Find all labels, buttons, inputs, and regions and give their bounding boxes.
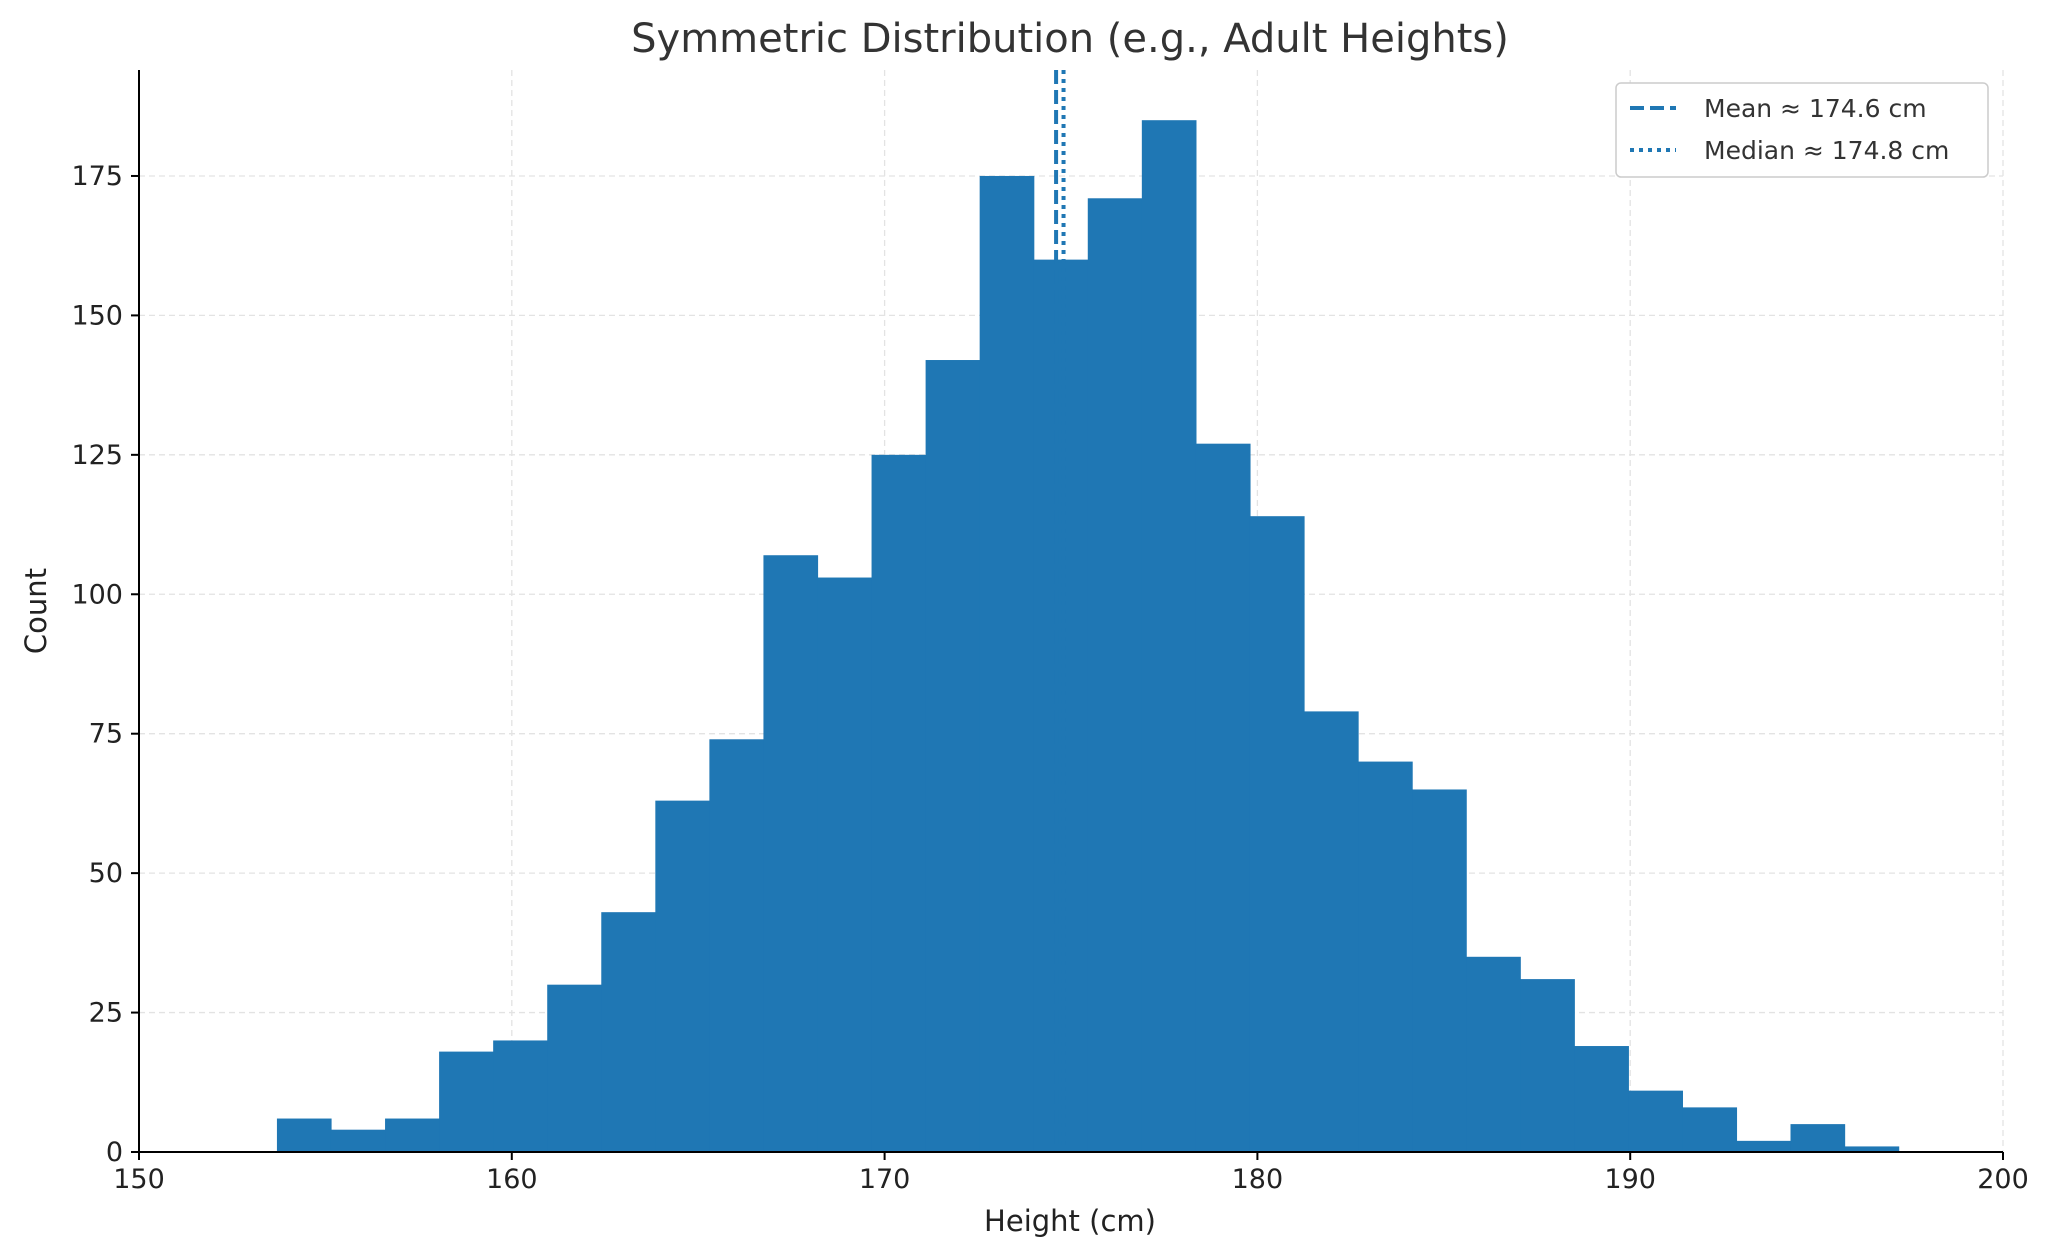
histogram-bar	[709, 739, 765, 1152]
histogram-bar	[601, 912, 656, 1152]
histogram-bar	[1141, 120, 1197, 1152]
histogram-bar	[1682, 1107, 1738, 1152]
histogram-bar	[1736, 1140, 1792, 1152]
histogram-bar	[547, 984, 602, 1152]
histogram-bar	[439, 1051, 494, 1152]
histogram-bar	[763, 555, 819, 1152]
legend-median-label: Median ≈ 174.8 cm	[1704, 136, 1949, 165]
histogram-bar	[1574, 1046, 1629, 1152]
y-tick-label: 25	[89, 998, 123, 1029]
histogram-bar	[817, 577, 873, 1152]
histogram-bar	[330, 1129, 386, 1152]
x-tick-label: 170	[859, 1164, 911, 1195]
histogram-bar	[1033, 259, 1089, 1152]
histogram-bar	[276, 1118, 332, 1152]
histogram-bar	[1358, 761, 1413, 1152]
x-axis-label: Height (cm)	[984, 1204, 1156, 1238]
y-axis-label: Count	[19, 568, 53, 654]
histogram-bar	[385, 1118, 440, 1152]
x-tick-label: 160	[486, 1164, 538, 1195]
histogram-bar	[1412, 789, 1467, 1152]
legend-box	[1615, 82, 1989, 178]
histogram-bar	[1466, 956, 1521, 1152]
y-tick-label: 50	[89, 858, 123, 889]
histogram-bar	[1195, 443, 1251, 1152]
legend-mean-label: Mean ≈ 174.6 cm	[1704, 94, 1927, 123]
chart-title: Symmetric Distribution (e.g., Adult Heig…	[631, 16, 1509, 62]
histogram-bar	[655, 800, 710, 1152]
reference-lines-layer	[1054, 70, 1066, 1152]
x-tick-label: 150	[113, 1164, 165, 1195]
legend: Mean ≈ 174.6 cm Median ≈ 174.8 cm	[1615, 82, 1989, 178]
histogram-bar	[871, 454, 927, 1152]
ticks-layer: 150 160 170 180 190 200 0 25 50 75 100 125 150 175	[71, 161, 2028, 1195]
y-tick-label: 125	[71, 440, 123, 471]
histogram-bar	[979, 175, 1035, 1153]
x-tick-label: 190	[1604, 1164, 1656, 1195]
histogram-bar	[1628, 1090, 1683, 1152]
histogram-bar	[1790, 1124, 1846, 1152]
histogram-bar	[1520, 979, 1575, 1152]
axes-layer	[138, 70, 2003, 1153]
y-tick-label: 0	[106, 1137, 123, 1168]
bars-layer	[276, 120, 1900, 1153]
y-tick-label: 100	[71, 579, 123, 610]
y-tick-label: 150	[71, 300, 123, 331]
x-tick-label: 200	[1977, 1164, 2029, 1195]
y-tick-label: 175	[71, 161, 123, 192]
y-tick-label: 75	[89, 719, 123, 750]
histogram-bar	[493, 1040, 548, 1152]
histogram-bar	[925, 360, 981, 1152]
histogram-bar	[1087, 198, 1143, 1153]
histogram-bar	[1304, 711, 1359, 1152]
histogram-bar	[1844, 1146, 1900, 1152]
histogram-bar	[1249, 516, 1305, 1152]
x-tick-label: 180	[1232, 1164, 1284, 1195]
